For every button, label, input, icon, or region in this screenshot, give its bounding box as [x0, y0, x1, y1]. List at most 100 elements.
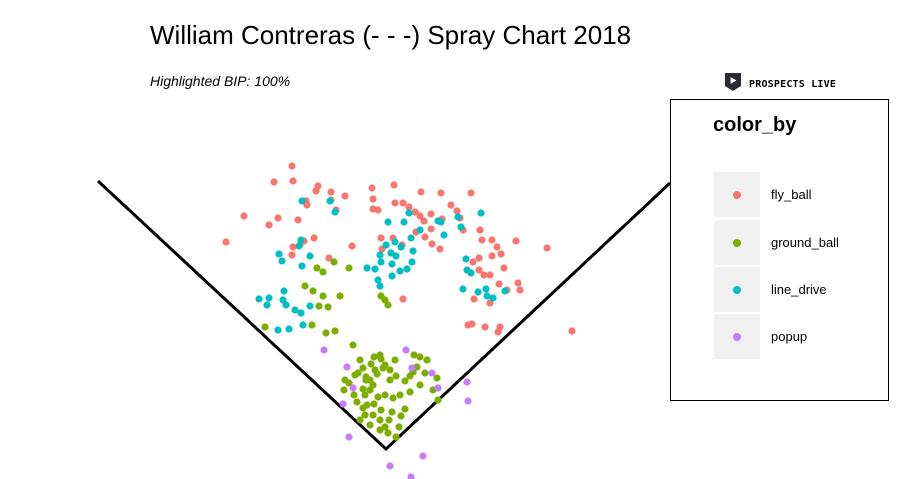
data-point: [434, 384, 442, 392]
data-point: [459, 285, 467, 293]
data-point: [363, 264, 371, 272]
data-point: [374, 276, 382, 284]
data-point: [377, 258, 385, 266]
brand-name: PROSPECTS LIVE: [749, 78, 837, 90]
data-point: [478, 236, 486, 244]
data-point: [568, 327, 576, 335]
data-point: [397, 412, 405, 420]
data-point: [341, 192, 349, 200]
data-point: [279, 296, 287, 304]
data-point: [396, 267, 404, 275]
data-point: [401, 377, 409, 385]
data-point: [340, 386, 348, 394]
legend-item-fly-ball: fly_ball: [714, 172, 894, 217]
data-point: [369, 411, 377, 419]
foul-lines: [96, 179, 672, 452]
data-point: [476, 226, 484, 234]
data-point: [356, 356, 364, 364]
data-point: [488, 252, 496, 260]
data-point: [467, 189, 475, 197]
legend-dot: [733, 239, 741, 247]
data-point: [454, 213, 462, 221]
data-point: [486, 271, 494, 279]
data-point: [436, 245, 444, 253]
data-point: [341, 376, 349, 384]
data-point: [496, 323, 504, 331]
data-point: [312, 187, 320, 195]
data-point: [261, 323, 269, 331]
data-point: [463, 378, 471, 386]
data-point: [464, 397, 472, 405]
data-point: [381, 423, 389, 431]
data-point: [295, 242, 303, 250]
data-point: [497, 250, 505, 258]
data-point: [336, 292, 344, 300]
data-point: [411, 208, 419, 216]
data-point: [469, 258, 477, 266]
data-point: [356, 416, 364, 424]
data-point: [349, 341, 357, 349]
data-point: [265, 294, 273, 302]
data-point: [385, 416, 393, 424]
data-point: [468, 320, 476, 328]
data-point: [345, 433, 353, 441]
data-point: [265, 221, 273, 229]
play-badge-icon: [723, 72, 743, 97]
data-point: [298, 197, 306, 205]
data-point: [306, 252, 314, 260]
data-point: [423, 356, 431, 364]
data-point: [388, 272, 396, 280]
data-point: [391, 238, 399, 246]
data-point: [427, 225, 435, 233]
data-point: [309, 287, 317, 295]
foul-line: [96, 179, 672, 452]
legend-label: fly_ball: [771, 187, 812, 202]
data-point: [350, 391, 358, 399]
data-point: [288, 162, 296, 170]
data-point: [392, 433, 400, 441]
data-point: [516, 286, 524, 294]
data-point: [270, 178, 278, 186]
data-point: [384, 301, 392, 309]
data-point: [297, 236, 305, 244]
data-point: [308, 321, 316, 329]
data-point: [366, 421, 374, 429]
data-point: [381, 391, 389, 399]
chart-subtitle: Highlighted BIP: 100%: [150, 73, 291, 89]
legend-key: [714, 267, 760, 312]
data-point: [408, 364, 416, 372]
data-point: [377, 234, 385, 242]
data-point: [345, 264, 353, 272]
data-point: [427, 210, 435, 218]
data-point: [384, 429, 392, 437]
data-point: [376, 251, 384, 259]
data-point: [495, 280, 503, 288]
data-point: [343, 363, 351, 371]
series-line-drive: [255, 197, 509, 334]
data-point: [407, 234, 415, 242]
data-point: [386, 462, 394, 470]
legend-item-line-drive: line_drive: [714, 267, 894, 312]
data-point: [386, 376, 394, 384]
data-point: [493, 243, 501, 251]
data-point: [403, 265, 411, 273]
data-point: [447, 201, 455, 209]
data-point: [433, 374, 441, 382]
data-point: [434, 396, 442, 404]
legend-key: [714, 314, 760, 359]
data-point: [289, 177, 297, 185]
data-point: [320, 346, 328, 354]
data-point: [512, 237, 520, 245]
data-point: [374, 206, 382, 214]
data-point: [416, 353, 424, 361]
data-point: [331, 208, 339, 216]
data-point: [388, 408, 396, 416]
data-point: [396, 391, 404, 399]
data-point: [382, 241, 390, 249]
data-point: [274, 214, 282, 222]
data-point: [437, 189, 445, 197]
data-point: [370, 353, 378, 361]
brand-logo: PROSPECTS LIVE: [723, 72, 837, 97]
data-point: [402, 346, 410, 354]
data-point: [331, 327, 339, 335]
